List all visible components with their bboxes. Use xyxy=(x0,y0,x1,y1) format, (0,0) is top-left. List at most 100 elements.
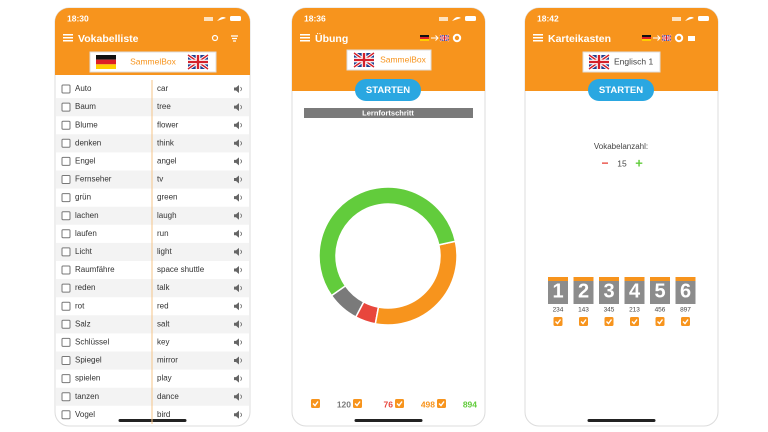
speaker-icon xyxy=(240,340,242,345)
speaker-icon[interactable] xyxy=(234,85,239,93)
speaker-icon[interactable] xyxy=(234,103,239,112)
checkbox[interactable] xyxy=(61,247,71,257)
speaker-icon[interactable] xyxy=(234,374,239,383)
minus-button[interactable]: − xyxy=(601,156,608,170)
german-word: Licht xyxy=(75,247,93,256)
checkbox[interactable] xyxy=(61,211,71,221)
checkbox[interactable] xyxy=(61,102,71,112)
checkbox[interactable] xyxy=(61,319,71,329)
menu-icon[interactable] xyxy=(300,37,310,39)
menu-icon[interactable] xyxy=(63,40,73,42)
flag-de xyxy=(96,64,116,69)
segment-count: 894 xyxy=(463,399,477,409)
checkbox[interactable] xyxy=(61,410,71,420)
speaker-icon[interactable] xyxy=(234,157,239,166)
speaker-icon[interactable] xyxy=(234,392,239,401)
flag-de xyxy=(96,59,116,65)
segment-count: 76 xyxy=(384,399,394,409)
checkbox[interactable] xyxy=(61,337,71,347)
status-time: 18:36 xyxy=(304,13,326,23)
flag-uk xyxy=(440,35,449,41)
checkmark xyxy=(438,401,445,407)
checkbox[interactable] xyxy=(311,399,320,408)
speaker-icon xyxy=(240,86,242,92)
box-name: SammelBox xyxy=(130,56,177,66)
speaker-icon[interactable] xyxy=(234,175,239,184)
checkbox[interactable] xyxy=(61,356,71,365)
compartment[interactable] xyxy=(548,277,568,304)
checkbox[interactable] xyxy=(61,120,71,130)
speaker-icon[interactable] xyxy=(234,193,239,202)
speaker-icon[interactable] xyxy=(234,247,239,256)
german-word: Vogel xyxy=(75,410,95,419)
checkbox[interactable] xyxy=(61,229,71,239)
checkbox[interactable] xyxy=(61,138,71,148)
checkbox[interactable] xyxy=(61,156,71,166)
speaker-icon[interactable] xyxy=(234,356,239,365)
plus-button[interactable]: + xyxy=(635,155,643,170)
flag-de xyxy=(420,35,429,37)
box-selector[interactable] xyxy=(89,51,217,73)
menu-icon[interactable] xyxy=(300,40,310,42)
checkbox[interactable] xyxy=(61,374,71,384)
sort-icon[interactable] xyxy=(231,35,238,42)
speaker-icon[interactable] xyxy=(234,284,239,293)
arrow-icon xyxy=(653,35,661,41)
speaker-icon[interactable] xyxy=(234,410,239,419)
checkbox[interactable] xyxy=(61,265,71,275)
settings-icon[interactable] xyxy=(452,33,462,43)
compartment-number: 5 xyxy=(654,280,665,302)
speaker-icon[interactable] xyxy=(234,302,239,311)
checkbox[interactable] xyxy=(61,84,71,94)
english-word: bird xyxy=(157,410,170,419)
menu-icon[interactable] xyxy=(300,34,310,36)
menu-icon[interactable] xyxy=(533,37,543,39)
box-name: SammelBox xyxy=(380,54,427,64)
checkbox[interactable] xyxy=(681,317,690,326)
german-word: Baum xyxy=(75,102,96,111)
checkbox[interactable] xyxy=(61,283,71,293)
checkbox[interactable] xyxy=(553,317,563,326)
compartment[interactable] xyxy=(599,277,619,304)
settings-icon[interactable] xyxy=(674,33,684,43)
german-word: rot xyxy=(75,301,85,310)
menu-icon[interactable] xyxy=(533,34,543,36)
search-icon[interactable] xyxy=(211,34,219,42)
menu-icon[interactable] xyxy=(533,40,543,42)
menu-icon[interactable] xyxy=(63,34,73,36)
speaker-icon[interactable] xyxy=(234,320,239,329)
checkbox[interactable] xyxy=(61,301,71,311)
status-icon xyxy=(204,17,213,21)
speaker-icon[interactable] xyxy=(234,338,239,347)
speaker-icon[interactable] xyxy=(234,229,239,238)
screen-title: Übung xyxy=(315,32,348,45)
speaker-icon[interactable] xyxy=(234,121,239,130)
status-icon xyxy=(672,17,681,21)
segment-count: 120 xyxy=(337,399,351,409)
start-button[interactable] xyxy=(355,79,421,101)
checkbox[interactable] xyxy=(61,175,71,184)
speaker-icon[interactable] xyxy=(234,211,239,220)
checkbox[interactable] xyxy=(604,317,614,326)
speaker-icon[interactable] xyxy=(234,139,239,148)
compartment[interactable] xyxy=(624,277,645,304)
checkbox[interactable] xyxy=(437,399,446,408)
compartment[interactable] xyxy=(675,277,696,304)
checkbox[interactable] xyxy=(630,317,639,326)
compartment[interactable] xyxy=(573,277,594,304)
compartment-count: 345 xyxy=(604,307,615,314)
speaker-icon xyxy=(240,177,242,182)
start-button[interactable] xyxy=(588,79,654,101)
checkbox[interactable] xyxy=(353,399,362,408)
compartment[interactable] xyxy=(650,277,670,304)
checkbox[interactable] xyxy=(61,392,71,402)
checkbox[interactable] xyxy=(579,317,588,326)
mail-icon[interactable] xyxy=(688,36,695,41)
checkbox[interactable] xyxy=(61,193,71,203)
menu-icon[interactable] xyxy=(63,37,73,39)
german-word: Auto xyxy=(75,84,92,93)
checkbox[interactable] xyxy=(655,317,665,326)
checkbox[interactable] xyxy=(395,399,404,408)
speaker-icon[interactable] xyxy=(234,266,239,274)
compartment-top xyxy=(675,277,696,281)
